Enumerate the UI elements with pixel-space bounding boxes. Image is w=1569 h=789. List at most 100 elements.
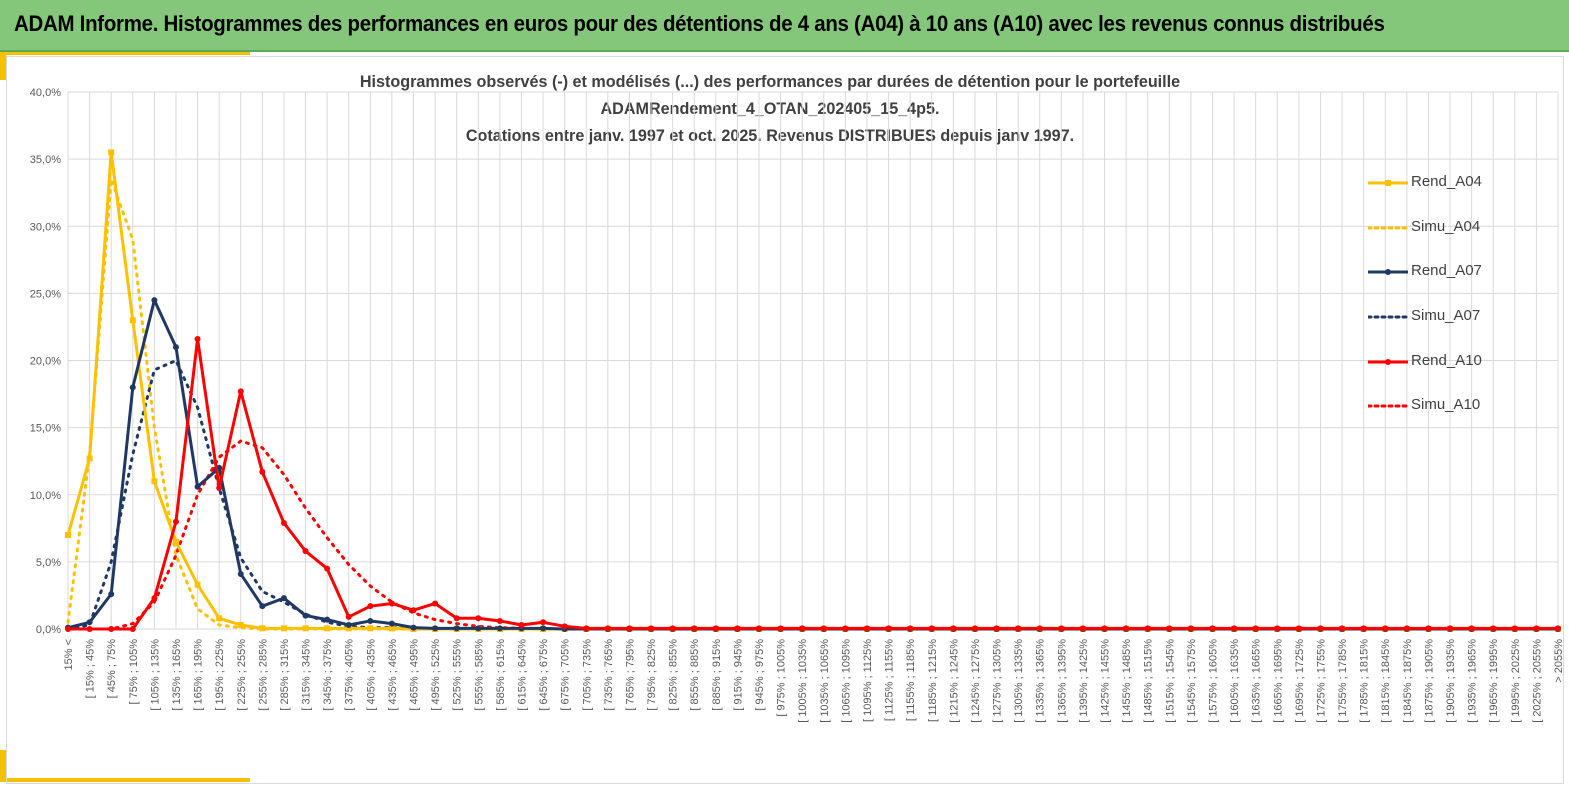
legend-item-rend-a10: Rend_A10 — [1358, 347, 1533, 392]
data-point — [324, 625, 331, 632]
data-point — [367, 617, 374, 624]
x-tick-label: [ 825% ; 855% — [668, 639, 680, 711]
legend-label: Rend_A07 — [1411, 262, 1482, 280]
data-point — [345, 613, 352, 620]
x-tick-label: [ 1395% ; 1425% — [1078, 639, 1090, 723]
data-point — [86, 619, 93, 626]
data-point — [1231, 625, 1238, 632]
legend-item-simu-a07: Simu_A07 — [1358, 302, 1533, 347]
accent-bar-bottom — [0, 778, 250, 782]
x-tick-label: [ 1125% ; 1155% — [884, 639, 896, 721]
data-point — [669, 625, 676, 632]
data-point — [756, 625, 763, 632]
x-tick-label: [ 1935% ; 1965% — [1467, 639, 1479, 723]
data-point — [1123, 625, 1130, 632]
x-tick-label: [ 1905% ; 1935% — [1445, 639, 1457, 723]
data-point — [194, 581, 201, 588]
data-point — [540, 619, 547, 626]
data-point — [324, 565, 331, 572]
x-tick-label: [ 495% ; 525% — [430, 639, 442, 711]
data-point — [518, 621, 525, 628]
data-point — [237, 621, 244, 628]
series-line-rend-a07 — [67, 298, 1558, 631]
data-point — [1166, 625, 1173, 632]
data-point — [172, 538, 179, 545]
x-tick-label: [ 1635% ; 1665% — [1251, 639, 1263, 723]
legend-swatch-simu-a07 — [1368, 315, 1408, 319]
data-point — [259, 468, 266, 475]
data-point — [993, 625, 1000, 632]
data-point — [475, 625, 482, 632]
x-tick-label: [ 585% ; 615% — [495, 639, 507, 711]
legend-item-rend-a04: Rend_A04 — [1358, 168, 1533, 213]
y-tick-label: 35,0% — [30, 154, 61, 166]
x-tick-label: [ 555% ; 585% — [473, 639, 485, 711]
data-point — [1015, 625, 1022, 632]
chart-frame — [6, 56, 1564, 784]
legend-swatch-simu-a10 — [1368, 404, 1408, 408]
data-point — [648, 625, 655, 632]
data-point — [1295, 625, 1302, 632]
series-line-rend-a04 — [66, 150, 1558, 631]
x-tick-label: [ 525% ; 555% — [452, 639, 464, 711]
data-point — [280, 595, 287, 602]
x-tick-label: [ 1185% ; 1215% — [927, 639, 939, 722]
data-point — [280, 625, 287, 632]
x-tick-label: [ 1575% ; 1605% — [1207, 639, 1219, 723]
y-tick-label: 30,0% — [30, 221, 61, 233]
data-point — [388, 600, 395, 607]
x-tick-label: [ 1515% ; 1545% — [1164, 639, 1176, 723]
grid-lines — [67, 91, 1559, 630]
data-point — [172, 344, 179, 351]
legend-label: Rend_A10 — [1411, 351, 1482, 369]
data-point — [216, 615, 223, 622]
data-point — [86, 455, 93, 462]
data-point — [1079, 625, 1086, 632]
x-tick-label: [ 135% ; 165% — [171, 639, 183, 711]
x-tick-label: [ 15% ; 45% — [85, 639, 97, 699]
data-point — [302, 612, 309, 619]
data-point — [604, 625, 611, 632]
x-tick-label: [ 1695% ; 1725% — [1294, 639, 1306, 723]
data-point — [1468, 625, 1475, 632]
banner-title: ADAM Informe. Histogrammes des performan… — [14, 11, 1385, 36]
data-point — [475, 615, 482, 622]
chart-title-line-3: Cotations entre janv. 1997 et oct. 2025.… — [465, 126, 1075, 145]
x-tick-label: [ 1455% ; 1485% — [1121, 639, 1133, 723]
data-point — [1058, 625, 1065, 632]
x-tick-label: [ 705% ; 735% — [581, 639, 593, 711]
x-tick-label: [ 885% ; 915% — [711, 639, 723, 711]
chart-title-line-1: Histogrammes observés (-) et modélisés (… — [359, 72, 1181, 91]
x-tick-label: [ 345% ; 375% — [322, 639, 334, 711]
x-tick-label: [ 105% ; 135% — [149, 639, 161, 711]
x-tick-label: [ 645% ; 675% — [538, 639, 550, 711]
x-tick-label: [ 1365% ; 1395% — [1056, 639, 1068, 723]
chart-title-line-2: ADAMRendement_4_OTAN_202405_15_4p5. — [600, 99, 940, 118]
data-point — [1360, 625, 1367, 632]
data-point — [1339, 625, 1346, 632]
x-tick-label: [ 435% ; 465% — [387, 639, 399, 711]
data-point — [712, 625, 719, 632]
data-point — [259, 603, 266, 610]
data-point — [583, 625, 590, 632]
x-tick-label: [ 315% ; 345% — [301, 639, 313, 711]
legend-swatch-rend-a07 — [1368, 269, 1408, 276]
data-point — [863, 625, 870, 632]
data-point — [108, 626, 115, 632]
x-tick-label: [ 1605% ; 1635% — [1229, 639, 1241, 723]
y-axis-ticks: 0,0% 5,0% 10,0% 15,0% 20,0% 25,0% 30,0% 35,0% 40… — [30, 87, 61, 636]
legend: Rend_A04 Simu_A04 Rend_A07 Simu_A07 Rend… — [1358, 168, 1533, 436]
data-point — [237, 570, 244, 577]
y-tick-label: 40,0% — [30, 87, 61, 99]
data-point — [1490, 625, 1497, 632]
x-tick-label: [ 1755% ; 1785% — [1337, 639, 1349, 723]
data-point — [129, 317, 136, 324]
x-tick-label: [ 1335% ; 1365% — [1035, 639, 1047, 723]
data-point — [1511, 625, 1518, 632]
data-point — [1101, 625, 1108, 632]
x-tick-label: [ 285% ; 315% — [279, 639, 291, 711]
data-point — [345, 625, 352, 632]
data-point — [259, 625, 266, 632]
data-point — [561, 623, 568, 630]
